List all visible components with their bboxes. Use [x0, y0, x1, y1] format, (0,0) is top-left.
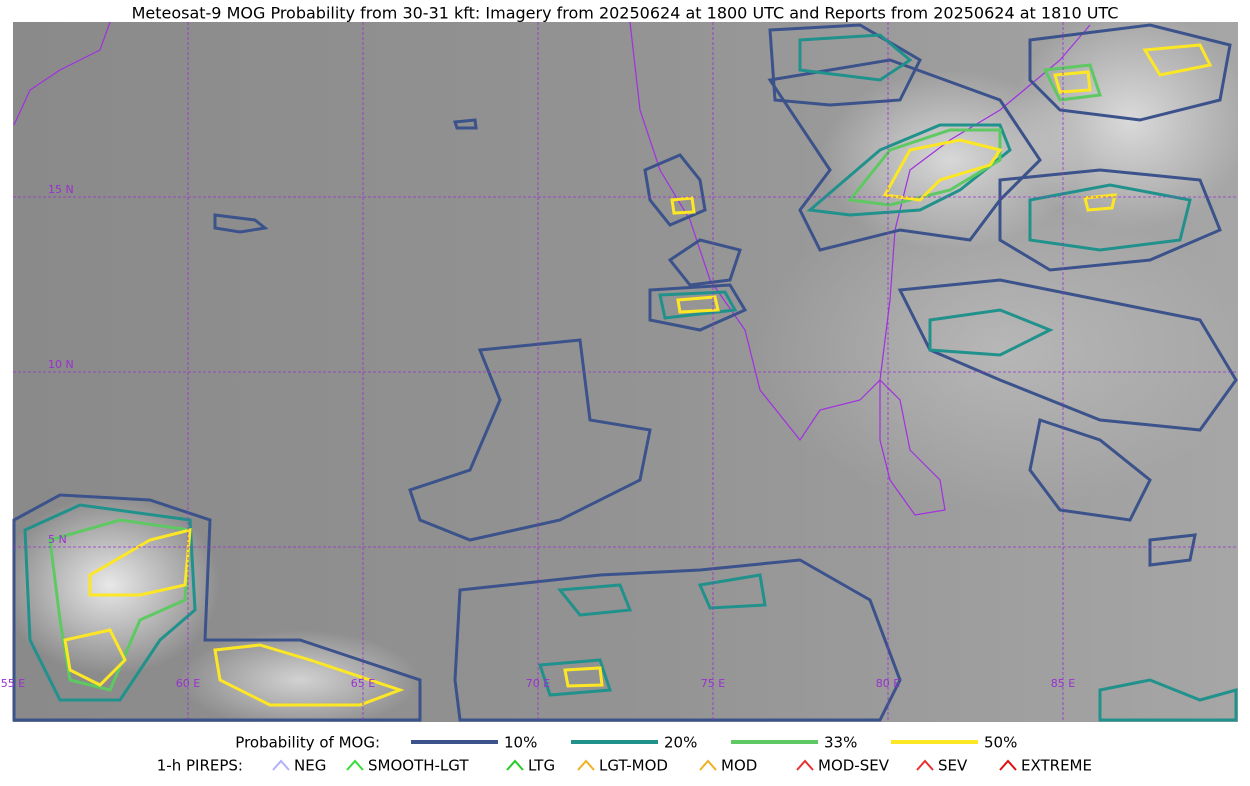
legend-label: LTG — [528, 757, 555, 775]
legend-label: SMOOTH-LGT — [368, 757, 469, 775]
lon-label: 65 E — [351, 677, 375, 690]
legend: Probability of MOG: 10% 20% 33% 50% 1-h PIREP… — [157, 734, 1092, 775]
lon-label: 60 E — [176, 677, 200, 690]
legend-title: 1-h PIREPS: — [157, 757, 243, 775]
contours — [12, 23, 1238, 722]
graticule: 15 N 10 N 5 N 55 E 60 E 65 E 70 E 75 E 80 E 85 E — [1, 22, 1238, 722]
lon-label: 85 E — [1051, 677, 1075, 690]
lat-label: 5 N — [48, 533, 67, 546]
legend-label: 50% — [984, 734, 1017, 752]
legend-label: MOD-SEV — [818, 757, 890, 775]
pirep-symbol — [796, 759, 814, 771]
lat-label: 10 N — [48, 358, 74, 371]
pirep-symbol — [272, 759, 290, 771]
legend-label: 10% — [504, 734, 537, 752]
pirep-symbol — [699, 759, 717, 771]
legend-label: MOD — [721, 757, 757, 775]
legend-label: NEG — [294, 757, 326, 775]
pirep-symbol — [999, 759, 1017, 771]
pirep-symbol — [916, 759, 934, 771]
map — [0, 10, 1250, 730]
lon-label: 70 E — [526, 677, 550, 690]
legend-label: LGT-MOD — [599, 757, 668, 775]
legend-label: 20% — [664, 734, 697, 752]
pirep-symbol — [346, 759, 364, 771]
lon-label: 80 E — [876, 677, 900, 690]
lat-label: 15 N — [48, 183, 74, 196]
pirep-symbol — [577, 759, 595, 771]
title: Meteosat-9 MOG Probability from 30-31 kf… — [132, 4, 1119, 23]
legend-title: Probability of MOG: — [235, 734, 380, 752]
lon-label: 75 E — [701, 677, 725, 690]
legend-label: EXTREME — [1021, 757, 1092, 775]
legend-label: SEV — [938, 757, 968, 775]
pirep-symbol — [506, 759, 524, 771]
legend-label: 33% — [824, 734, 857, 752]
lon-label: 55 E — [1, 677, 25, 690]
